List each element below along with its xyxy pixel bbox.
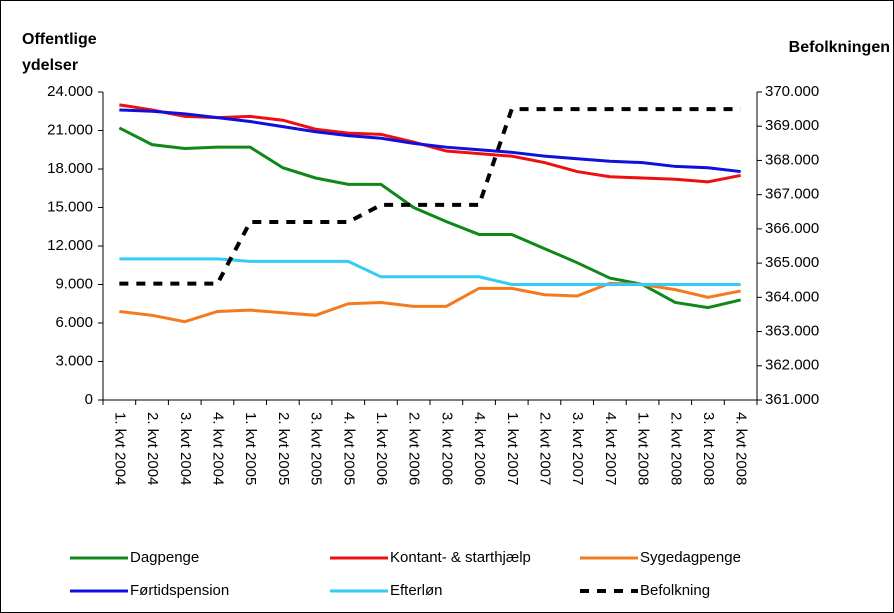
legend-label: Kontant- & starthjælp — [390, 549, 531, 566]
x-tick-label: 2. kvt 2008 — [667, 412, 684, 485]
x-tick-label: 4. kvt 2007 — [602, 412, 619, 485]
x-tick-label: 4. kvt 2006 — [471, 412, 488, 485]
y2-tick-label: 370.000 — [765, 83, 819, 100]
x-tick-label: 3. kvt 2006 — [438, 412, 455, 485]
y-tick-label: 9.000 — [55, 275, 93, 292]
x-tick-label: 2. kvt 2004 — [144, 412, 161, 485]
y-tick-label: 15.000 — [47, 198, 93, 215]
x-tick-label: 1. kvt 2005 — [242, 412, 259, 485]
x-tick-label: 4. kvt 2005 — [340, 412, 357, 485]
y2-tick-label: 365.000 — [765, 254, 819, 271]
series-line — [119, 257, 741, 286]
legend-label: Befolkning — [640, 582, 710, 599]
x-tick-label: 1. kvt 2004 — [111, 412, 128, 485]
series-line — [119, 108, 741, 174]
legend-label: Efterløn — [390, 582, 443, 599]
legend-label: Dagpenge — [130, 549, 199, 566]
x-tick-label: 1. kvt 2006 — [373, 412, 390, 485]
y2-tick-label: 361.000 — [765, 391, 819, 408]
legend-label: Sygedagpenge — [640, 549, 741, 566]
y-tick-label: 12.000 — [47, 237, 93, 254]
x-tick-label: 3. kvt 2005 — [308, 412, 325, 485]
y2-tick-label: 369.000 — [765, 117, 819, 134]
y-tick-label: 6.000 — [55, 314, 93, 331]
x-tick-label: 2. kvt 2007 — [536, 412, 553, 485]
y-axis-title: Offentlige — [22, 31, 97, 48]
x-tick-label: 4. kvt 2004 — [209, 412, 226, 485]
x-tick-label: 1. kvt 2008 — [635, 412, 652, 485]
y-tick-label: 18.000 — [47, 160, 93, 177]
x-tick-label: 4. kvt 2008 — [733, 412, 750, 485]
legend-label: Førtidspension — [130, 582, 229, 599]
y2-tick-label: 366.000 — [765, 220, 819, 237]
x-tick-label: 1. kvt 2007 — [504, 412, 521, 485]
y-tick-label: 24.000 — [47, 83, 93, 100]
y-tick-label: 0 — [85, 391, 93, 408]
x-tick-label: 3. kvt 2004 — [177, 412, 194, 485]
y2-tick-label: 368.000 — [765, 151, 819, 168]
x-tick-label: 2. kvt 2005 — [275, 412, 292, 485]
y2-tick-label: 364.000 — [765, 288, 819, 305]
y2-tick-label: 363.000 — [765, 323, 819, 340]
series-line — [119, 107, 741, 286]
y2-tick-label: 367.000 — [765, 186, 819, 203]
y-tick-label: 3.000 — [55, 352, 93, 369]
y-tick-label: 21.000 — [47, 121, 93, 138]
x-tick-label: 2. kvt 2006 — [406, 412, 423, 485]
y-axis-title: ydelser — [22, 57, 78, 74]
x-tick-label: 3. kvt 2008 — [700, 412, 717, 485]
y2-axis-title: Befolkningen — [789, 39, 890, 56]
y2-tick-label: 362.000 — [765, 357, 819, 374]
x-tick-label: 3. kvt 2007 — [569, 412, 586, 485]
